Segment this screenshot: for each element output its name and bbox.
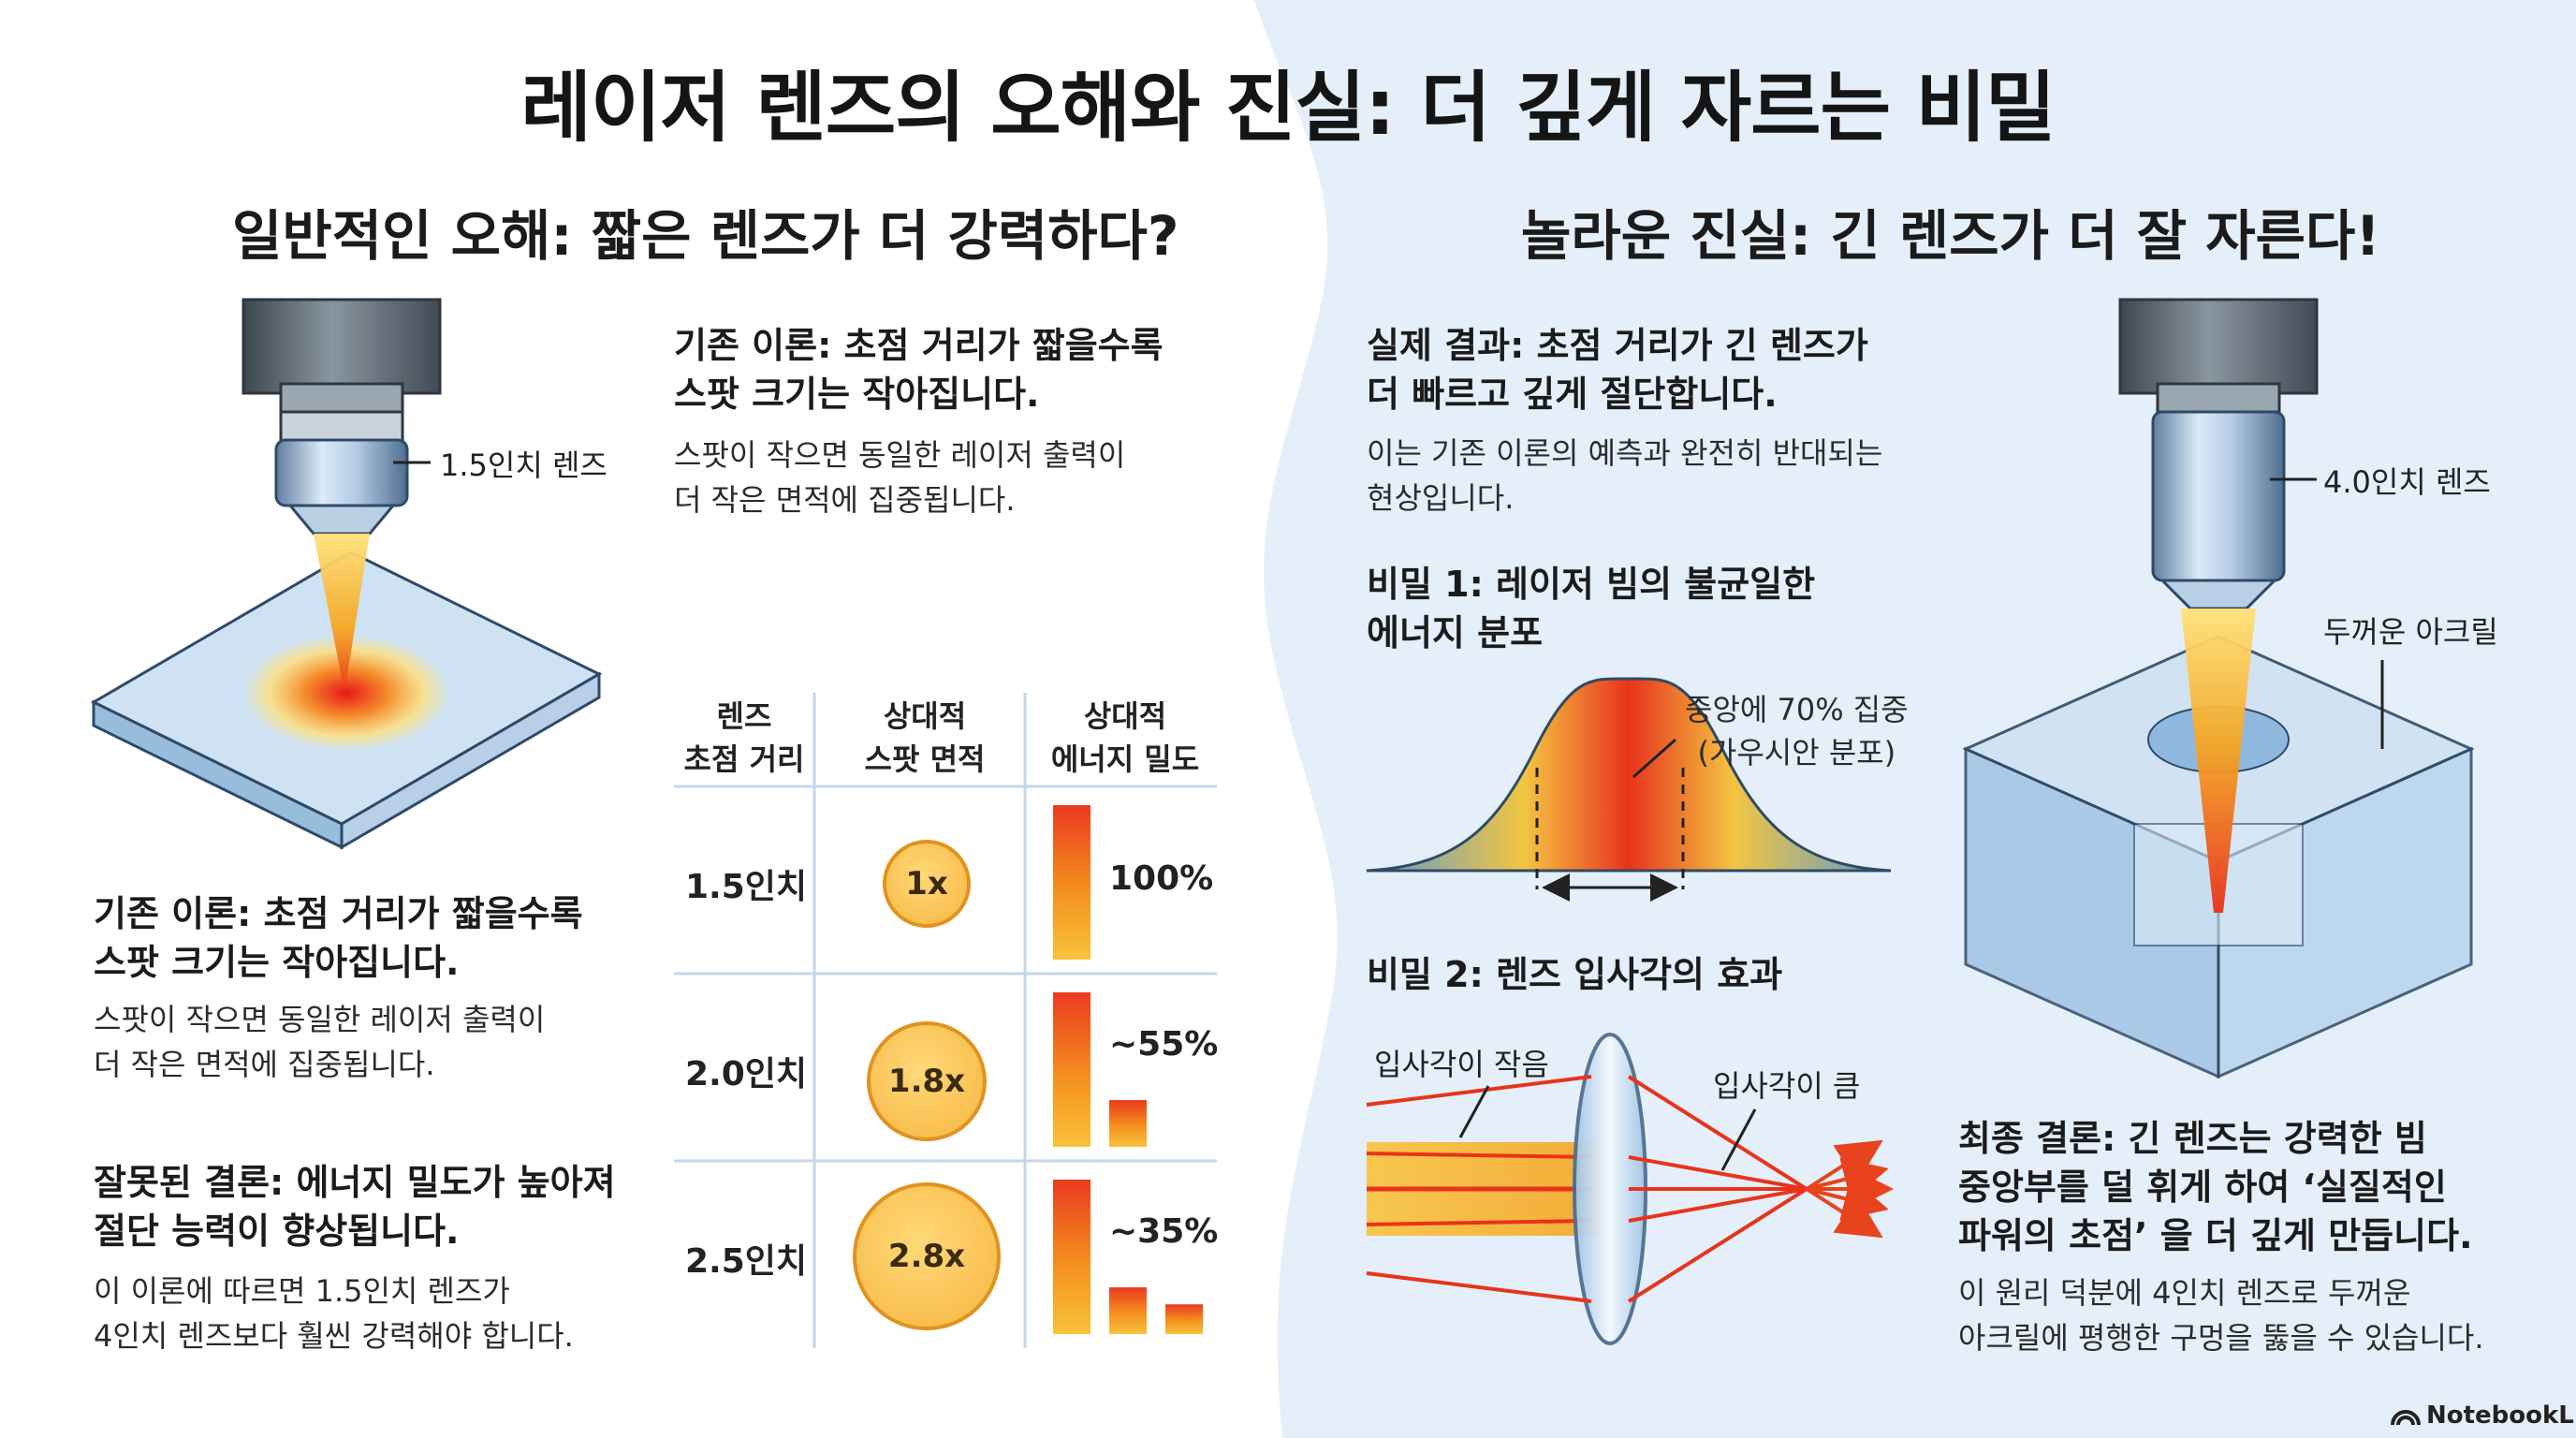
spot-value-2: 1.8x (887, 1063, 966, 1100)
table-row-2-lens: 2.0인치 (685, 1055, 808, 1093)
spot-circle-1x: 1x (883, 840, 971, 928)
table-row-3-lens: 2.5인치 (685, 1242, 808, 1281)
result-body: 이는 기존 이론의 예측과 완전히 반대되는 현상입니다. (1367, 435, 1883, 516)
page-title: 레이저 렌즈의 오해와 진실: 더 깊게 자르는 비밀 (520, 64, 2056, 153)
short-lens-label: 1.5인치 렌즈 (440, 448, 607, 483)
energy-bar-2-2 (1109, 1100, 1147, 1147)
table-grid (674, 693, 1217, 1348)
laser-head-long-lens (2118, 298, 2319, 610)
acrylic-label: 두꺼운 아크릴 (2323, 614, 2498, 650)
spot-value-1: 1x (905, 865, 948, 902)
notebooklm-icon (2391, 1410, 2421, 1426)
energy-bar-3-1 (1053, 1180, 1090, 1334)
gaussian-annotation: 중앙에 70% 집중 (가우시안 분포) (1685, 692, 1909, 770)
spot-circle-2-8x: 2.8x (853, 1182, 1001, 1330)
energy-bar-1-1 (1053, 805, 1090, 960)
wrong-conclusion-heading: 잘못된 결론: 에너지 밀도가 높아져 절단 능력이 향상됩니다. (94, 1162, 616, 1252)
right-heading: 놀라운 진실: 긴 렌즈가 더 잘 자른다! (1521, 204, 2380, 268)
spot-value-3: 2.8x (887, 1238, 966, 1275)
laser-head-short-lens (242, 298, 442, 536)
secret1-heading: 비밀 1: 레이저 빔의 불균일한 에너지 분포 (1367, 564, 1816, 653)
energy-bar-3-3 (1165, 1304, 1203, 1334)
laser-beam-long (2181, 609, 2256, 913)
wrong-conclusion-body: 이 이론에 따르면 1.5인치 렌즈가 4인치 렌즈보다 훨씬 강력해야 합니다… (94, 1273, 574, 1354)
final-body: 이 원리 덕분에 4인치 렌즈로 두꺼운 아크릴에 평행한 구멍을 뚫을 수 있… (1958, 1275, 2484, 1356)
energy-bar-2-1 (1053, 992, 1090, 1147)
secret2-heading: 비밀 2: 렌즈 입사각의 효과 (1367, 954, 1783, 995)
energy-bar-3-2 (1109, 1287, 1147, 1334)
long-lens-label: 4.0인치 렌즈 (2323, 464, 2491, 500)
density-label-3: ~35% (1109, 1212, 1219, 1251)
acrylic-plate-thin (90, 550, 603, 850)
incidence-angle-diagram (1366, 1033, 1894, 1345)
large-angle-label: 입사각이 큼 (1713, 1068, 1861, 1104)
gaussian-distribution (1366, 677, 1892, 902)
theory-top-heading: 기존 이론: 초점 거리가 짧을수록 스팟 크기는 작아집니다. (674, 325, 1164, 415)
left-heading: 일반적인 오해: 짧은 렌즈가 더 강력하다? (232, 204, 1179, 268)
final-heading: 최종 결론: 긴 렌즈는 강력한 빔 중앙부를 덜 휘게 하여 ‘실질적인 파워… (1958, 1118, 2473, 1256)
density-label-2: ~55% (1109, 1025, 1219, 1064)
table-row-1-lens: 1.5인치 (685, 868, 808, 906)
table-header-spot: 상대적 스팟 면적 (864, 698, 986, 777)
theory-bottom-heading: 기존 이론: 초점 거리가 짧을수록 스팟 크기는 작아집니다. (94, 893, 583, 983)
table-header-lens: 렌즈 초점 거리 (683, 698, 805, 777)
theory-top-body: 스팟이 작으면 동일한 레이저 출력이 더 작은 면적에 집중됩니다. (674, 437, 1126, 518)
theory-bottom-body: 스팟이 작으면 동일한 레이저 출력이 더 작은 면적에 집중됩니다. (94, 1002, 546, 1082)
table-header-density: 상대적 에너지 밀도 (1050, 698, 1200, 777)
energy-density-bars (1053, 805, 1203, 1334)
notebooklm-logo-text: NotebookLM (2426, 1401, 2576, 1430)
result-heading: 실제 결과: 초점 거리가 긴 렌즈가 더 빠르고 깊게 절단합니다. (1367, 325, 1868, 415)
spot-circle-1-8x: 1.8x (867, 1021, 987, 1141)
laser-beam-short (314, 534, 370, 693)
small-angle-label: 입사각이 작음 (1374, 1047, 1549, 1082)
density-label-1: 100% (1109, 859, 1214, 898)
